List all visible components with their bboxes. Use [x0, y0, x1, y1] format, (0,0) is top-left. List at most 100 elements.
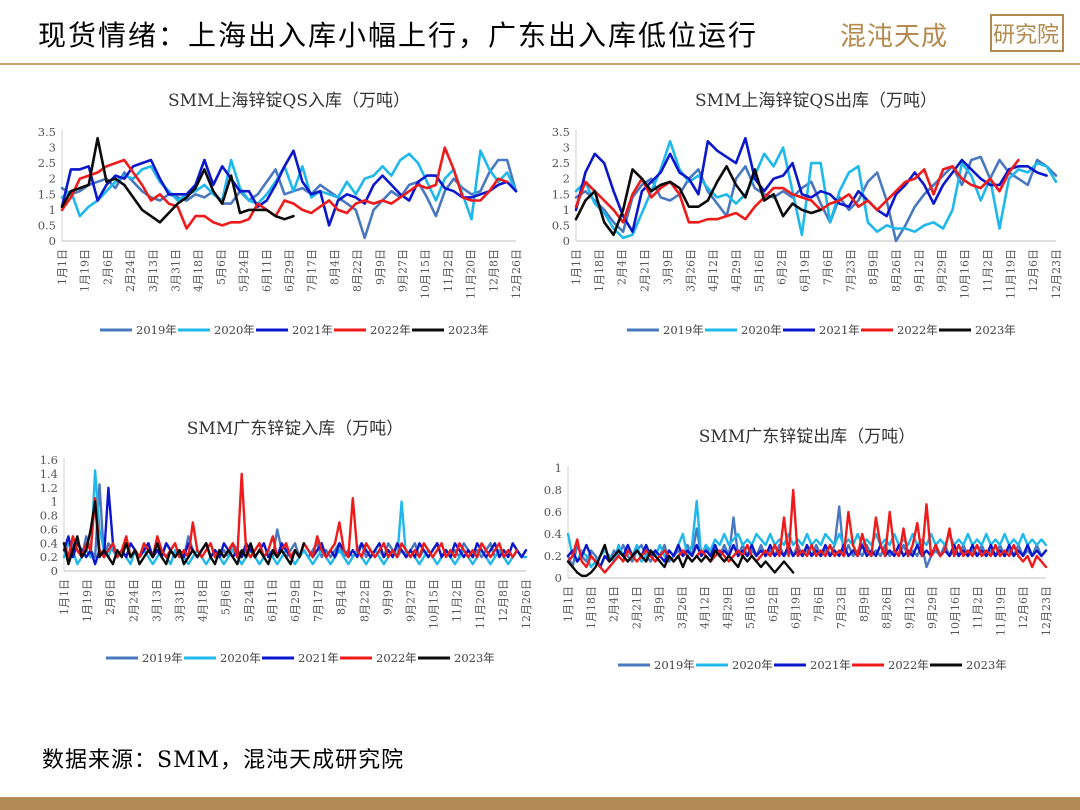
x-tick-label: 1月1日: [570, 249, 583, 285]
x-tick-label: 6月11日: [260, 249, 273, 292]
x-tick-label: 12月23日: [1050, 249, 1063, 299]
legend-label: 2022年: [888, 658, 929, 672]
y-tick-label: 0.5: [38, 218, 56, 232]
chart-title: SMM广东锌锭出库（万吨）: [699, 427, 915, 447]
x-tick-label: 4月18日: [197, 579, 210, 622]
series-line-2020: [574, 140, 1058, 240]
x-tick-label: 11月2日: [451, 579, 464, 622]
chart-shanghai-outbound: SMM上海锌锭QS出库（万吨） 0 0.51 1.52 2.53 3.5 1月1日 1月18日…: [552, 91, 1063, 337]
series-line-2023: [60, 136, 295, 224]
x-tick-label: 9月27日: [397, 249, 410, 292]
x-tick-label: 11月19日: [994, 586, 1007, 636]
y-tick-label: 0.8: [544, 483, 562, 497]
brand-logo-text: 混沌天成: [840, 22, 949, 52]
series-line-2023: [62, 500, 306, 566]
x-tick-label: 6月2日: [776, 249, 789, 285]
legend-label: 2023年: [448, 323, 489, 337]
legend-label: 2020年: [214, 323, 255, 337]
legend-label: 2022年: [370, 323, 411, 337]
x-tick-label: 7月23日: [844, 249, 857, 292]
legend-label: 2020年: [220, 651, 261, 665]
legend-label: 2019年: [654, 658, 695, 672]
chart-title: SMM上海锌锭QS入库（万吨）: [168, 91, 410, 111]
x-tick-label: 3月13日: [147, 249, 160, 292]
footer-bar: [0, 797, 1080, 810]
legend-label: 2023年: [966, 658, 1007, 672]
x-tick-label: 6月29日: [289, 579, 302, 622]
brand-logo-box-text: 研究院: [993, 23, 1060, 48]
chart-title: SMM广东锌锭入库（万吨）: [187, 419, 403, 439]
header: 现货情绪：上海出入库小幅上行，广东出入库低位运行 混沌天成 研究院: [0, 0, 1080, 66]
legend-label: 2020年: [741, 323, 782, 337]
y-tick-label: 0.2: [40, 550, 58, 564]
y-tick-label: 0: [49, 234, 56, 248]
x-tick-label: 5月6日: [215, 249, 228, 285]
x-tick-label: 5月6日: [220, 579, 233, 615]
x-tick-label: 5月24日: [238, 249, 251, 292]
y-tick-label: 1.5: [552, 187, 570, 201]
x-tick-label: 12月23日: [1040, 586, 1053, 636]
x-tick-label: 2月6日: [101, 249, 114, 285]
y-tick-label: 1: [563, 203, 570, 217]
x-tick-label: 11月20日: [465, 249, 478, 299]
x-tick-label: 11月19日: [1004, 249, 1017, 299]
x-tick-label: 4月29日: [721, 586, 734, 629]
x-tick-label: 8月4日: [335, 579, 348, 615]
brand-logo: 混沌天成 研究院: [840, 14, 1066, 54]
y-tick-label: 0.4: [40, 536, 58, 550]
legend-label: 2021年: [810, 658, 851, 672]
chart-shanghai-inbound: SMM上海锌锭QS入库（万吨） 0 0.51 1.52 2.53 3.5 1月1日 1月19日…: [38, 91, 523, 337]
y-tick-label: 3: [49, 141, 56, 155]
x-tick-label: 3月9日: [661, 249, 674, 285]
y-tick-label: 0.4: [544, 527, 562, 541]
x-tick-label: 8月22日: [358, 579, 371, 622]
x-tick-label: 12月6日: [1017, 586, 1030, 629]
x-tick-label: 8月26日: [890, 249, 903, 292]
x-tick-label: 8月26日: [881, 586, 894, 629]
x-tick-label: 4月18日: [192, 249, 205, 292]
x-tick-label: 9月9日: [374, 249, 387, 285]
legend-label: 2019年: [663, 323, 704, 337]
x-tick-label: 12月6日: [1027, 249, 1040, 292]
x-tick-label: 3月9日: [653, 586, 666, 622]
chart-title: SMM上海锌锭QS出库（万吨）: [695, 91, 937, 111]
x-tick-label: 1月1日: [58, 579, 71, 615]
x-tick-label: 10月15日: [428, 579, 441, 629]
y-tick-label: 2.5: [552, 156, 570, 170]
legend-label: 2020年: [732, 658, 773, 672]
x-tick-label: 12月26日: [510, 249, 523, 299]
y-tick-label: 0: [555, 571, 562, 585]
y-tick-label: 2: [563, 172, 570, 186]
x-tick-label: 2月24日: [124, 249, 137, 292]
x-tick-label: 8月9日: [867, 249, 880, 285]
y-tick-label: 1.6: [40, 453, 58, 467]
y-tick-label: 0.5: [552, 218, 570, 232]
x-tick-label: 12月8日: [487, 249, 500, 292]
x-tick-label: 2月4日: [616, 249, 629, 285]
x-tick-label: 8月9日: [858, 586, 871, 622]
series-line-2022: [60, 146, 509, 230]
x-tick-label: 12月26日: [520, 579, 533, 629]
x-tick-label: 12月8日: [497, 579, 510, 622]
x-tick-label: 3月26日: [676, 586, 689, 629]
x-tick-label: 3月13日: [150, 579, 163, 622]
x-tick-label: 2月4日: [608, 586, 621, 622]
page-title: 现货情绪：上海出入库小幅上行，广东出入库低位运行: [38, 19, 759, 52]
x-tick-label: 9月29日: [936, 249, 949, 292]
x-tick-label: 5月16日: [753, 249, 766, 292]
chart-guangdong-outbound: SMM广东锌锭出库（万吨） 0 0.2 0.4 0.6 0.8 1 1月1日 1月18日 2月4日…: [544, 427, 1053, 672]
x-tick-label: 7月6日: [812, 586, 825, 622]
legend-label: 2019年: [142, 651, 183, 665]
x-tick-label: 1月1日: [56, 249, 69, 285]
y-tick-label: 1.2: [40, 481, 58, 495]
x-tick-label: 8月22日: [351, 249, 364, 292]
y-tick-label: 1: [51, 495, 58, 509]
y-tick-label: 3: [563, 141, 570, 155]
x-tick-label: 5月24日: [243, 579, 256, 622]
x-tick-label: 7月23日: [835, 586, 848, 629]
x-tick-label: 11月2日: [972, 586, 985, 629]
y-tick-label: 1.5: [38, 187, 56, 201]
x-tick-label: 4月12日: [699, 586, 712, 629]
x-tick-label: 9月12日: [913, 249, 926, 292]
x-tick-label: 7月17日: [306, 249, 319, 292]
